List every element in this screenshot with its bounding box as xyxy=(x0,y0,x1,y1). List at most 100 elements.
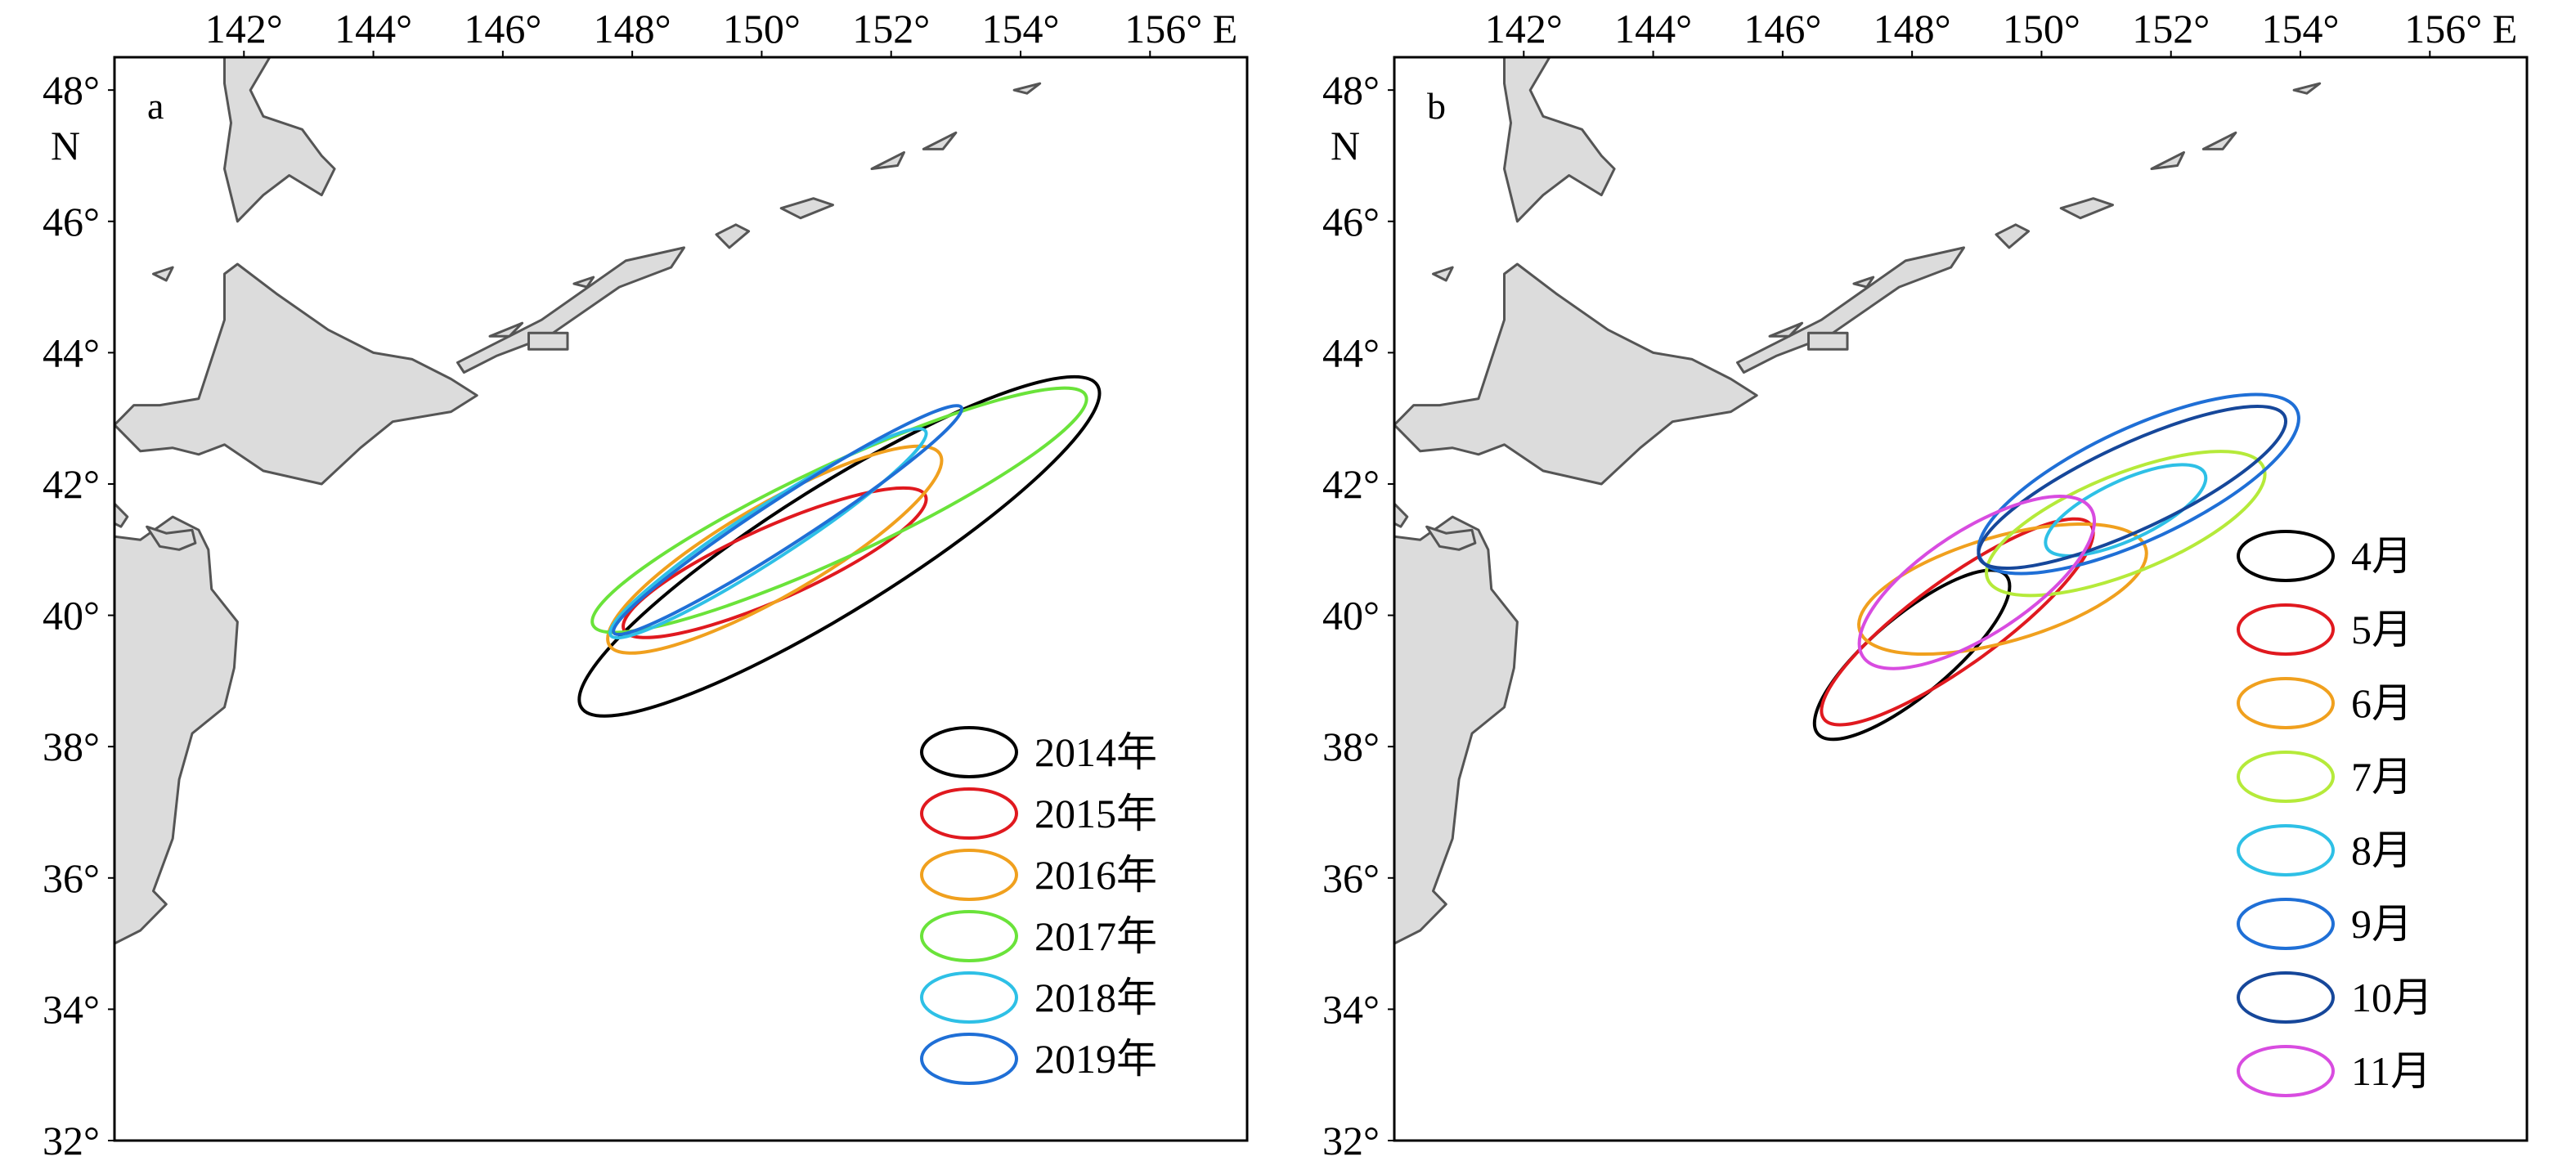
panel-b-map: 142° 144° 146° 148° 150° 152° 154° 156° E 48° 46°… xyxy=(1322,6,2529,1161)
lat-tick-label: 38° xyxy=(1322,724,1380,769)
land-islet xyxy=(114,502,129,528)
lon-tick-label: 156° E xyxy=(2404,6,2517,52)
land-kuril-island xyxy=(715,223,751,249)
legend-swatch xyxy=(2237,751,2335,803)
ellipse-b-7 xyxy=(1977,404,2288,571)
land-shimokita xyxy=(1425,525,1477,551)
lat-tick-label: 44° xyxy=(43,329,100,375)
land-kuril-island xyxy=(1768,321,1804,338)
map-area xyxy=(1394,57,2322,945)
lon-tick-label: 144° xyxy=(1614,6,1692,52)
legend-label: 2015年 xyxy=(1034,791,1157,836)
lat-tick-label: 48° xyxy=(1322,67,1380,113)
legend-swatch xyxy=(920,726,1018,778)
lat-tick-label: 38° xyxy=(43,724,100,769)
legend-swatch xyxy=(2237,898,2335,950)
legend-swatch xyxy=(920,971,1018,1024)
land-kuril-island xyxy=(1852,276,1875,289)
lat-tick-label: 40° xyxy=(43,593,100,639)
lon-tick-label: 150° xyxy=(2003,6,2080,52)
lon-tick-label: 152° xyxy=(852,6,930,52)
map-area xyxy=(114,57,1102,945)
lon-tick-label: 146° xyxy=(1744,6,1821,52)
land-honshu xyxy=(1394,515,1519,945)
lat-tick-label: 46° xyxy=(43,199,100,244)
legend-label: 2019年 xyxy=(1034,1036,1157,1082)
legend: 2014年 2015年 2016年 2017年 2018年 2019年 xyxy=(920,726,1157,1085)
land-islet xyxy=(1432,266,1454,282)
legend-label: 2014年 xyxy=(1034,729,1157,775)
legend-label: 11月 xyxy=(2351,1048,2431,1094)
land-kuril-island xyxy=(2201,131,2237,150)
land-kuril-island xyxy=(870,150,905,170)
lon-tick-label: 148° xyxy=(594,6,671,52)
lat-unit-label: N xyxy=(51,123,80,168)
land-kuril-island xyxy=(2059,197,2114,220)
ellipse-a-4 xyxy=(590,386,1088,634)
land-kuril-island xyxy=(2150,150,2185,170)
legend-swatch xyxy=(2237,530,2335,582)
lon-tick-label: 146° xyxy=(464,6,541,52)
land-sakhalin xyxy=(223,57,336,223)
lat-tick-label: 46° xyxy=(1322,199,1380,244)
lat-unit-label: N xyxy=(1331,123,1360,168)
land-sakhalin xyxy=(1503,57,1616,223)
land-honshu xyxy=(114,515,239,945)
legend-label: 10月 xyxy=(2351,975,2433,1020)
legend: 4月 5月 6月 7月 8月 9月 10月 11月 xyxy=(2237,530,2433,1097)
legend-label: 5月 xyxy=(2351,607,2412,652)
legend-swatch xyxy=(2237,1045,2335,1097)
land-kuril-island xyxy=(779,197,834,220)
lat-tick-label: 48° xyxy=(43,67,100,113)
land-hokkaido xyxy=(1394,262,1758,486)
panel-a-map: 142° 144° 146° 148° 150° 152° 154° 156° E 48° 46°… xyxy=(43,6,1249,1161)
legend-swatch xyxy=(920,849,1018,901)
legend-label: 4月 xyxy=(2351,533,2412,579)
lon-tick-label: 142° xyxy=(1485,6,1563,52)
map-frame xyxy=(113,56,1249,1142)
ellipse-a-1 xyxy=(577,374,1102,718)
legend-label: 2018年 xyxy=(1034,975,1157,1020)
legend-label: 8月 xyxy=(2351,827,2412,873)
lat-tick-label: 44° xyxy=(1322,329,1380,375)
lat-tick-label: 36° xyxy=(43,855,100,901)
land-kuril-island xyxy=(1807,331,1849,351)
lat-tick-label: 42° xyxy=(43,461,100,507)
lat-tick-label: 42° xyxy=(1322,461,1380,507)
lon-tick-label: 148° xyxy=(1874,6,1951,52)
legend-swatch xyxy=(2237,824,2335,876)
land-kuril-island xyxy=(488,321,524,338)
legend-label: 7月 xyxy=(2351,754,2412,800)
land-kuril-island xyxy=(456,246,685,374)
panel-label: a xyxy=(147,85,164,127)
map-frame xyxy=(1393,56,2529,1142)
ellipse-b-3 xyxy=(1857,522,2148,657)
lon-tick-label: 142° xyxy=(205,6,283,52)
lat-tick-label: 34° xyxy=(1322,986,1380,1032)
ellipse-b-8 xyxy=(1857,495,2097,670)
lat-tick-label: 40° xyxy=(1322,593,1380,639)
land-kuril-island xyxy=(2292,82,2322,95)
ellipse-b-5 xyxy=(2044,463,2208,558)
land-kuril-island xyxy=(922,131,958,150)
lon-tick-label: 154° xyxy=(982,6,1060,52)
lon-tick-label: 150° xyxy=(723,6,801,52)
legend-label: 2016年 xyxy=(1034,852,1157,898)
lon-tick-label: 152° xyxy=(2132,6,2210,52)
legend-label: 9月 xyxy=(2351,901,2412,947)
land-kuril-island xyxy=(1995,223,2031,249)
legend-swatch xyxy=(920,1033,1018,1085)
ellipse-a-3 xyxy=(606,444,944,655)
land-kuril-island xyxy=(1012,82,1042,95)
legend-swatch xyxy=(920,787,1018,840)
legend-label: 6月 xyxy=(2351,680,2412,726)
lat-tick-label: 34° xyxy=(43,986,100,1032)
land-shimokita xyxy=(146,525,197,551)
legend-swatch xyxy=(2237,677,2335,729)
lon-tick-label: 156° E xyxy=(1124,6,1237,52)
lat-tick-label: 32° xyxy=(43,1118,100,1161)
lat-tick-label: 36° xyxy=(1322,855,1380,901)
land-kuril-island xyxy=(527,331,569,351)
land-hokkaido xyxy=(114,262,478,486)
